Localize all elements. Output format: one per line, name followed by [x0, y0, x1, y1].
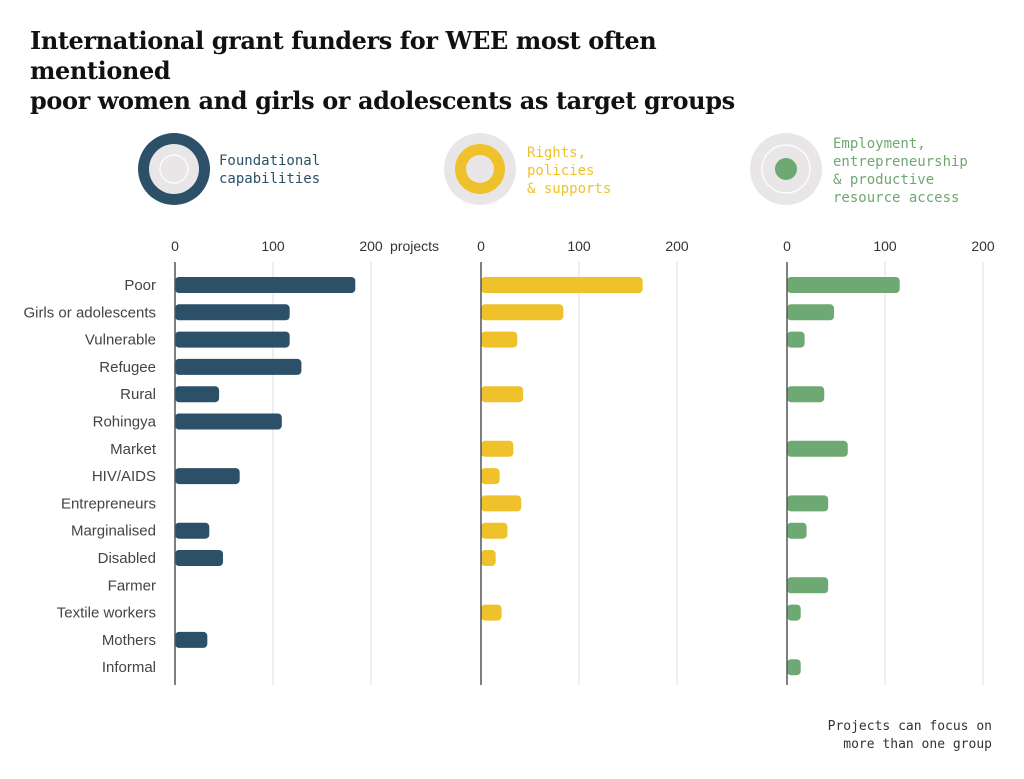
panel-2-legend-label-line-2: policies: [527, 163, 594, 179]
chart-title: International grant funders for WEE most…: [30, 26, 790, 116]
panel-3-legend-label-line-2: entrepreneurship: [833, 154, 968, 170]
panel-3-bar-textile-workers: [787, 604, 801, 621]
panel-1-legend-label-line-1: Foundational: [219, 153, 320, 169]
panel-1-bar-refugee: [175, 358, 302, 375]
panel-1-bar-vulnerable: [175, 331, 290, 348]
panel-1-bar-rohingya: [175, 413, 282, 430]
panel-2-bar-poor: [481, 277, 643, 293]
panel-2-bar-textile-workers: [481, 604, 502, 621]
footnote: Projects can focus on more than one grou…: [828, 718, 992, 754]
panel-2-bar-marginalised: [481, 522, 508, 539]
panel-1-tick-label-200: 200: [359, 238, 383, 254]
category-label-hiv-aids: HIV/AIDS: [92, 468, 156, 485]
panel-3-legend-center-dot: [775, 158, 797, 180]
panel-1-legend-inner-disc: [149, 144, 199, 194]
panel-3-bar-girls-or-adolescents: [787, 304, 835, 321]
category-label-rural: Rural: [120, 386, 156, 403]
category-label-disabled: Disabled: [98, 550, 156, 567]
panel-2-bar-girls-or-adolescents: [481, 304, 564, 321]
category-label-textile-workers: Textile workers: [57, 605, 156, 622]
panel-2-tick-label-200: 200: [665, 238, 689, 254]
panel-2-bar-market: [481, 440, 514, 457]
footnote-line-1: Projects can focus on: [827, 719, 992, 734]
panel-3-bar-marginalised: [787, 522, 807, 539]
panel-1-bar-rural: [175, 386, 220, 403]
category-label-market: Market: [110, 441, 157, 458]
panel-2-tick-label-0: 0: [477, 238, 485, 254]
footnote-line-2: more than one group: [843, 737, 992, 752]
panel-3-bar-farmer: [787, 577, 829, 594]
panel-1-tick-label-0: 0: [171, 238, 179, 254]
category-label-informal: Informal: [102, 659, 156, 676]
chart-title-line-1: International grant funders for WEE most…: [30, 26, 657, 85]
panel-3-bar-rural: [787, 386, 825, 403]
panel-1-bar-marginalised: [175, 522, 210, 539]
panel-1-legend-label-line-2: capabilities: [219, 171, 320, 187]
panel-2-bar-disabled: [481, 550, 496, 566]
unit-label: projects: [390, 238, 439, 254]
category-label-mothers: Mothers: [102, 632, 156, 649]
panel-1-legend-label: Foundational capabilities: [219, 153, 320, 187]
category-label-entrepreneurs: Entrepreneurs: [61, 495, 156, 512]
panel-2-bar-hiv-aids: [481, 468, 500, 485]
panel-1-legend-inner-ring: [159, 154, 189, 184]
panel-3-legend-label-line-4: resource access: [833, 190, 959, 206]
category-label-rohingya: Rohingya: [93, 414, 157, 431]
panel-1-tick-label-100: 100: [261, 238, 285, 254]
category-label-poor: Poor: [124, 277, 156, 294]
panel-1-bar-poor: [175, 277, 356, 293]
panel-3-legend-middle-ring: [761, 144, 811, 194]
panel-2-bar-vulnerable: [481, 331, 518, 348]
category-label-refugee: Refugee: [99, 359, 156, 376]
panel-2-legend-label: Rights, policies & supports: [527, 145, 611, 197]
panel-3-bar-informal: [787, 659, 801, 676]
panel-2-legend-inner-disc: [466, 155, 494, 183]
panel-2-tick-label-100: 100: [567, 238, 591, 254]
panel-3-bar-market: [787, 440, 848, 457]
panel-2-legend-label-line-3: & supports: [527, 181, 611, 197]
panel-3-tick-label-200: 200: [971, 238, 995, 254]
panel-3-legend-label: Employment, entrepreneurship & productive r…: [833, 136, 968, 206]
panel-1-bar-disabled: [175, 550, 224, 566]
category-label-vulnerable: Vulnerable: [85, 332, 156, 349]
panel-1-bar-girls-or-adolescents: [175, 304, 290, 321]
chart-title-line-2: poor women and girls or adolescents as t…: [30, 86, 735, 115]
panel-3-bar-vulnerable: [787, 331, 805, 348]
category-label-marginalised: Marginalised: [71, 523, 156, 540]
panel-3-tick-label-0: 0: [783, 238, 791, 254]
panel-3-bar-entrepreneurs: [787, 495, 829, 512]
category-label-farmer: Farmer: [108, 577, 156, 594]
panel-3-bar-poor: [787, 277, 900, 293]
panel-1-bar-mothers: [175, 631, 208, 648]
panel-2-legend-label-line-1: Rights,: [527, 145, 586, 161]
panel-3-legend-label-line-1: Employment,: [833, 136, 926, 152]
panel-2-bar-entrepreneurs: [481, 495, 522, 512]
panel-2-bar-rural: [481, 386, 524, 403]
panel-1-bar-hiv-aids: [175, 468, 240, 485]
panel-3-legend-label-line-3: & productive: [833, 172, 934, 188]
panel-3-tick-label-100: 100: [873, 238, 897, 254]
category-label-girls-or-adolescents: Girls or adolescents: [23, 304, 156, 321]
